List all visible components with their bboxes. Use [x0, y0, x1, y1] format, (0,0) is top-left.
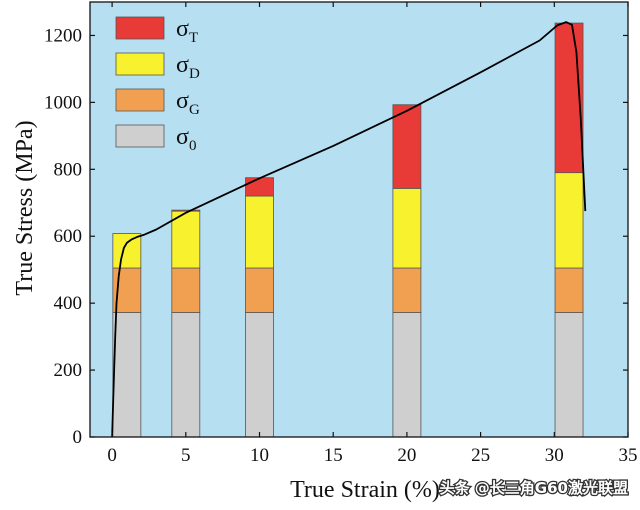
bar-segment-T-31: [554, 22, 584, 174]
bar-segment-G-10: [245, 267, 274, 313]
bar-segment-D-20: [392, 187, 422, 269]
bar-layer: [112, 22, 584, 438]
y-tick-label: 0: [73, 427, 83, 448]
x-tick-label: 35: [619, 445, 638, 466]
bar-segment-D-10: [245, 195, 274, 269]
bar-segment-T-10: [245, 177, 274, 197]
x-tick-label: 20: [397, 445, 416, 466]
y-axis-title: True Stress (MPa): [12, 120, 38, 295]
y-tick-label: 200: [54, 360, 83, 381]
bar-segment-0-20: [392, 312, 422, 438]
legend-swatch-T: [115, 16, 165, 40]
legend: σT σD σG σ0: [115, 16, 200, 154]
legend-swatch-G: [115, 88, 165, 112]
legend-label-0: σ0: [176, 124, 196, 154]
bar-segment-D-1: [112, 233, 142, 269]
y-tick-label: 1200: [44, 25, 82, 46]
legend-swatch-D: [115, 52, 165, 76]
curve-layer: [111, 21, 587, 438]
bar-segment-G-20: [392, 267, 422, 313]
bar-segment-G-31: [554, 267, 584, 313]
watermark-text: 头条 @长三角G60激光联盟: [440, 479, 628, 497]
bar-segment-0-31: [554, 312, 584, 438]
bar-segment-0-10: [245, 312, 274, 438]
bar-segment-D-31: [554, 172, 584, 269]
legend-label-G: σG: [176, 88, 200, 118]
legend-label-T: σT: [176, 16, 198, 46]
bar-segment-T-20: [392, 104, 422, 189]
bar-segment-0-1: [112, 312, 142, 438]
axis-ticks: 0 5 10 15 20 25 30 35 0 200 400 600 800 1000 1200: [44, 2, 638, 466]
bar-segment-T-5: [171, 209, 201, 212]
bar-segment-G-5: [171, 267, 201, 313]
bar-segment-D-5: [171, 210, 201, 269]
y-tick-label: 800: [54, 159, 83, 180]
stress-strain-curve: [111, 21, 587, 438]
plot-frame: [89, 1, 629, 438]
bar-segment-0-5: [171, 312, 201, 438]
y-tick-label: 400: [54, 293, 83, 314]
x-tick-label: 0: [107, 445, 117, 466]
x-axis-title: True Strain (%): [290, 477, 440, 503]
x-tick-label: 25: [471, 445, 490, 466]
y-tick-label: 600: [54, 226, 83, 247]
legend-label-D: σD: [176, 52, 200, 82]
x-tick-label: 15: [324, 445, 343, 466]
legend-swatch-0: [115, 124, 165, 148]
plot-background: [90, 2, 628, 437]
x-tick-label: 30: [545, 445, 564, 466]
x-tick-label: 5: [181, 445, 191, 466]
x-tick-label: 10: [250, 445, 269, 466]
y-tick-label: 1000: [44, 92, 82, 113]
